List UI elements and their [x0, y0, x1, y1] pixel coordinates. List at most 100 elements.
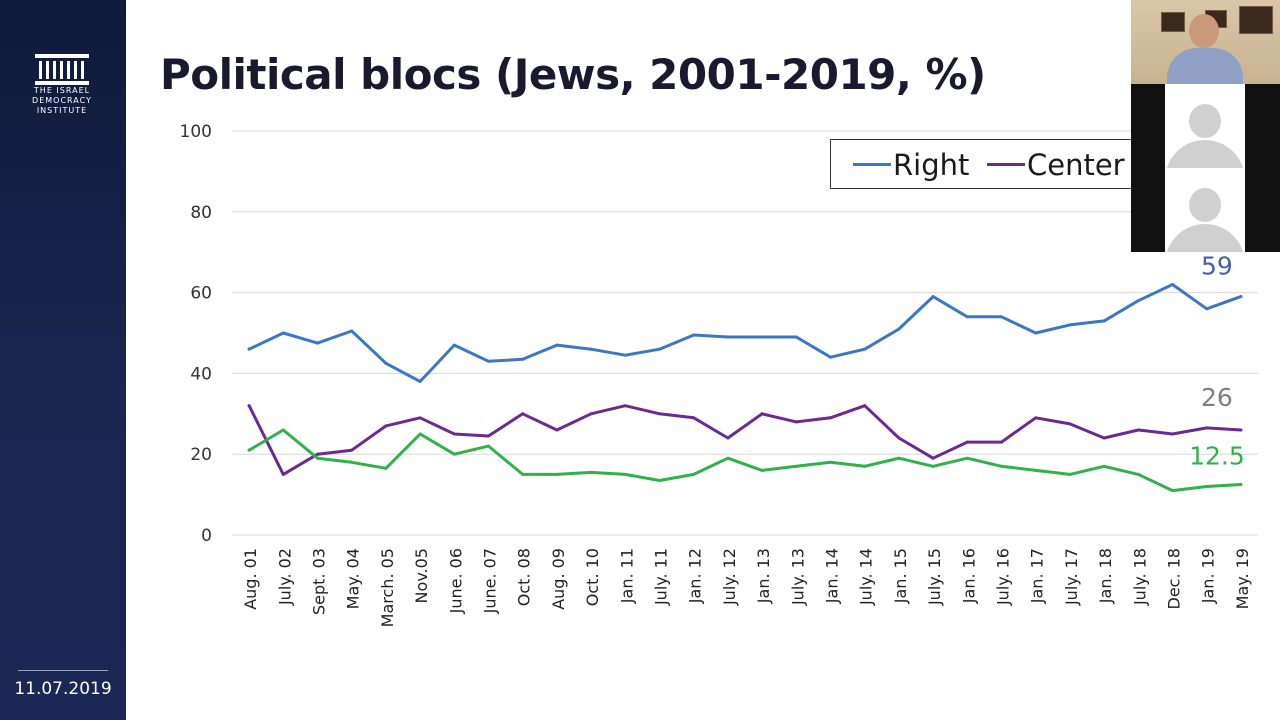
data-point-unlabeled	[623, 472, 627, 476]
data-point-center	[1171, 432, 1174, 436]
data-point-right	[897, 327, 901, 331]
data-point-center	[829, 416, 832, 420]
data-point-unlabeled	[589, 470, 593, 474]
wall-picture	[1161, 12, 1185, 32]
data-point-center	[281, 472, 285, 476]
data-point-unlabeled	[1068, 472, 1072, 476]
data-point-center	[692, 416, 696, 420]
data-point-center	[1102, 436, 1106, 440]
x-tick-label: May. 19	[1233, 548, 1252, 609]
series-end-label: 26	[1201, 383, 1233, 412]
x-tick-label: Oct. 10	[583, 548, 602, 606]
x-tick-label: Jan. 16	[959, 548, 978, 604]
data-point-center	[658, 412, 661, 416]
legend-swatch	[987, 163, 1025, 166]
x-tick-label: Aug. 09	[549, 548, 568, 610]
data-point-right	[384, 361, 388, 365]
data-point-center	[384, 424, 388, 428]
data-point-center	[897, 436, 901, 440]
y-tick-label: 60	[190, 284, 212, 304]
series-line-center	[247, 404, 1243, 476]
data-point-center	[316, 452, 319, 456]
x-tick-label: Oct. 08	[515, 548, 534, 606]
x-tick-label: Sept. 03	[310, 548, 329, 615]
x-tick-label: Jan. 18	[1096, 548, 1115, 604]
presenter-video[interactable]	[1131, 0, 1280, 88]
data-point-center	[1239, 428, 1243, 432]
logo-text-line: THE ISRAEL	[33, 86, 91, 95]
x-tick-label: Jan. 19	[1199, 548, 1218, 604]
data-point-right	[1239, 295, 1243, 299]
data-point-right	[555, 343, 559, 347]
data-point-center	[931, 456, 935, 460]
data-point-center	[452, 432, 456, 436]
data-point-right	[1000, 315, 1003, 319]
data-point-right	[726, 335, 730, 339]
x-tick-label: June. 06	[446, 548, 465, 614]
data-point-unlabeled	[281, 428, 285, 432]
data-point-unlabeled	[1034, 468, 1038, 472]
x-tick-label: July. 02	[275, 548, 294, 606]
data-point-unlabeled	[316, 456, 319, 460]
data-point-unlabeled	[384, 466, 388, 470]
y-tick-label: 100	[180, 122, 212, 142]
data-point-center	[863, 404, 867, 408]
data-point-right	[931, 295, 935, 299]
logo-text-line: DEMOCRACY	[32, 96, 92, 105]
x-tick-label: July. 18	[1130, 548, 1149, 606]
data-point-unlabeled	[829, 460, 832, 464]
data-point-right	[247, 347, 251, 351]
data-point-right	[794, 335, 798, 339]
data-point-right	[863, 347, 867, 351]
data-point-unlabeled	[1136, 472, 1140, 476]
video-call-panel[interactable]	[1131, 0, 1280, 252]
data-point-unlabeled	[726, 456, 730, 460]
data-point-center	[726, 436, 730, 440]
data-point-right	[1136, 299, 1140, 303]
x-tick-label: Aug. 01	[241, 548, 260, 610]
x-tick-label: July. 14	[857, 548, 876, 606]
data-point-center	[247, 404, 251, 408]
data-point-center	[623, 404, 627, 408]
x-tick-label: June. 07	[481, 548, 500, 614]
data-point-unlabeled	[1000, 464, 1003, 468]
data-point-right	[760, 335, 764, 339]
data-point-right	[521, 357, 525, 361]
legend-swatch	[853, 163, 891, 166]
data-point-unlabeled	[1205, 485, 1209, 489]
data-point-center	[521, 412, 525, 416]
y-tick-label: 40	[190, 364, 212, 384]
data-point-right	[623, 353, 627, 357]
data-point-right	[1102, 319, 1106, 323]
avatar-head-icon	[1189, 188, 1221, 222]
y-tick-label: 0	[201, 526, 212, 546]
data-point-right	[281, 331, 285, 335]
series-end-label: 59	[1201, 252, 1233, 281]
y-tick-label: 80	[190, 203, 212, 223]
data-point-right	[965, 315, 969, 319]
data-point-unlabeled	[350, 460, 354, 464]
data-point-unlabeled	[658, 478, 661, 482]
participant-avatar[interactable]	[1165, 168, 1245, 252]
chart-legend: Right Center	[830, 139, 1140, 189]
x-tick-label: March. 05	[378, 548, 397, 627]
data-point-right	[452, 343, 456, 347]
data-point-right	[692, 333, 696, 337]
data-point-center	[794, 420, 798, 424]
data-point-center	[418, 416, 422, 420]
data-point-right	[1068, 323, 1072, 327]
logo-text-line: INSTITUTE	[36, 106, 88, 115]
presenter-shirt	[1167, 48, 1243, 88]
data-point-center	[1205, 426, 1209, 430]
data-point-center	[1136, 428, 1140, 432]
participant-avatar[interactable]	[1165, 84, 1245, 180]
series-end-label: 12.5	[1189, 442, 1245, 471]
legend-label: Right	[893, 148, 970, 182]
legend-label: Center	[1027, 148, 1125, 182]
data-point-unlabeled	[760, 468, 764, 472]
data-point-center	[760, 412, 764, 416]
data-point-unlabeled	[1239, 483, 1243, 486]
x-tick-label: Jan. 13	[754, 548, 773, 604]
data-point-unlabeled	[1102, 464, 1106, 468]
data-point-center	[589, 412, 593, 416]
